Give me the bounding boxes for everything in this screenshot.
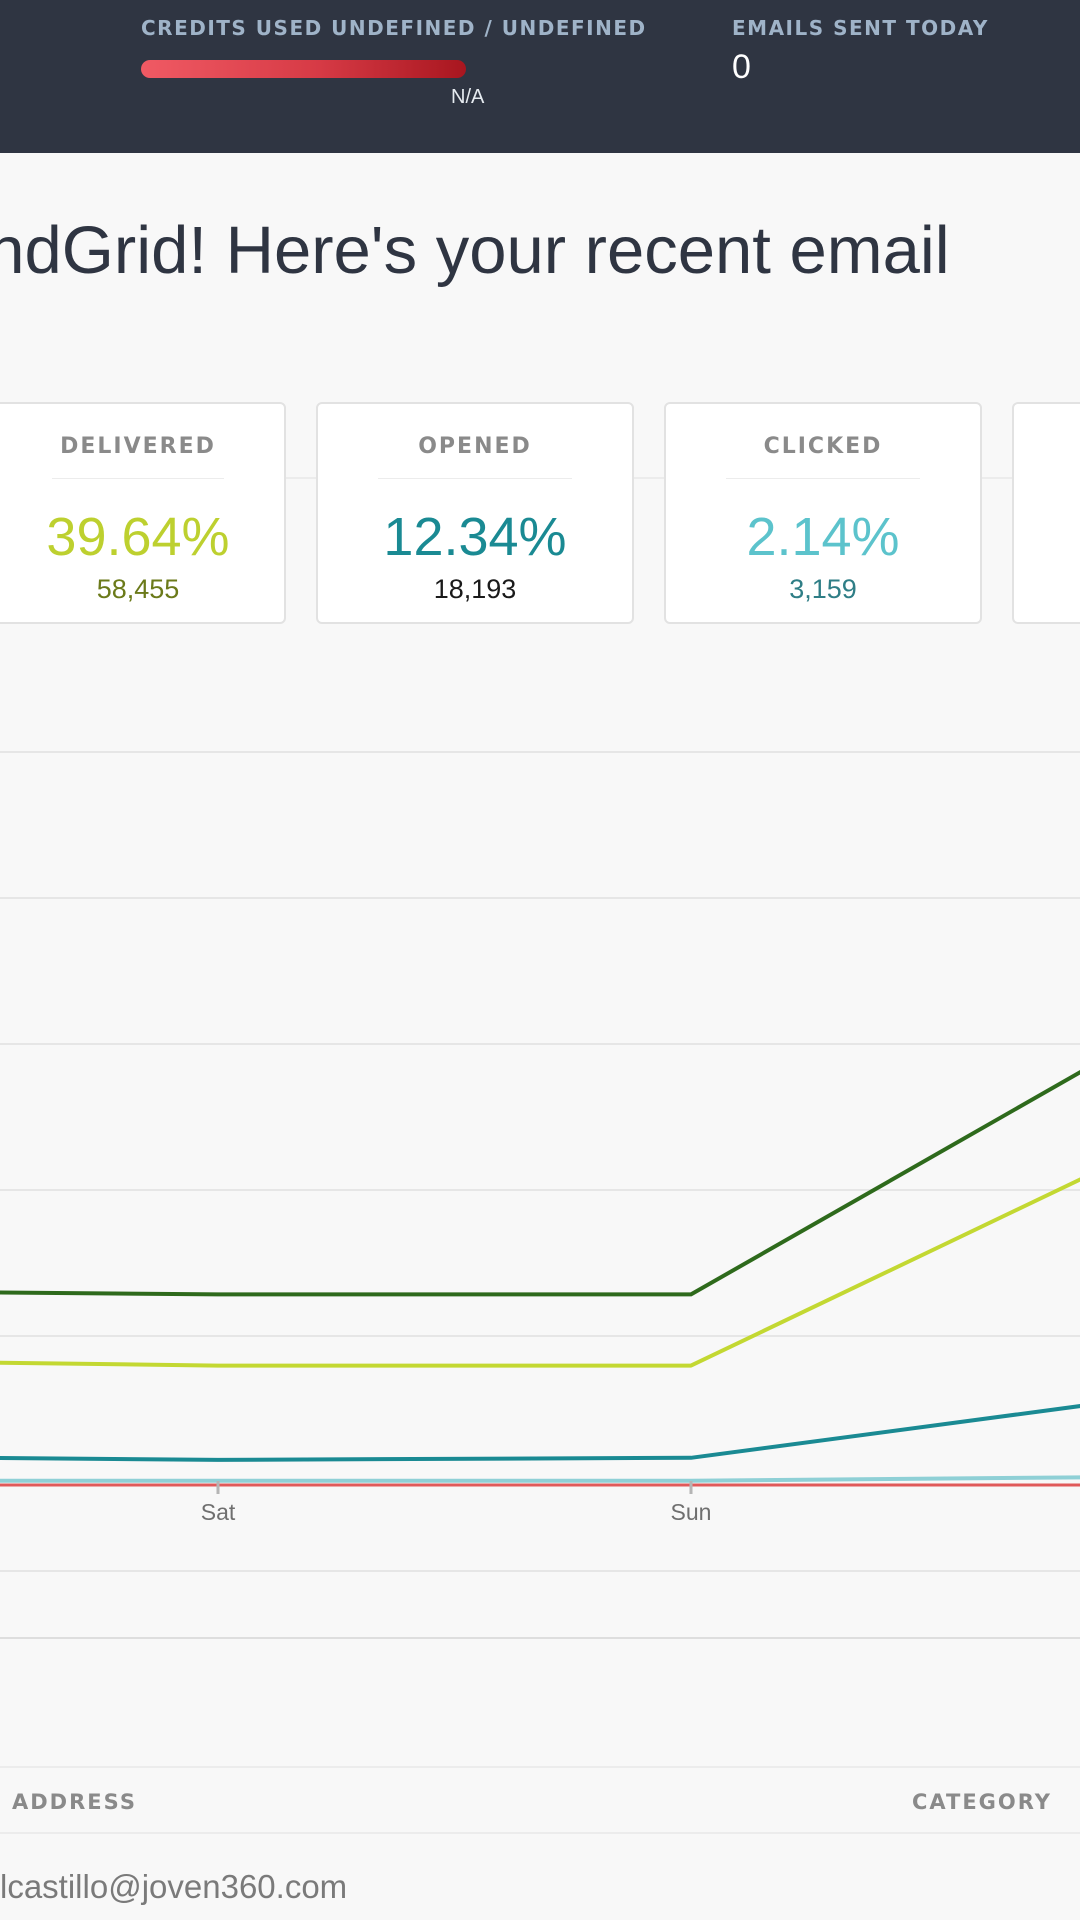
email-activity-line-chart: Sat Sun bbox=[0, 751, 1080, 1639]
credits-progress-bar bbox=[141, 60, 466, 78]
chart-series-line bbox=[0, 1475, 1080, 1483]
chart-grid bbox=[0, 751, 1080, 1639]
column-header-category[interactable]: CATEGORY bbox=[911, 1790, 1052, 1814]
stat-title: DELIVERED bbox=[60, 434, 216, 459]
emails-sent-today-value: 0 bbox=[732, 48, 751, 86]
stat-card-delivered[interactable]: DELIVERED 39.64% 58,455 bbox=[0, 402, 286, 624]
chart-x-tick-label: Sat bbox=[201, 1499, 236, 1525]
credits-status-text: N/A bbox=[451, 86, 485, 108]
stat-rule bbox=[726, 478, 920, 479]
stat-card-clicked[interactable]: CLICKED 2.14% 3,159 bbox=[664, 402, 982, 624]
stat-title: CLICKED bbox=[763, 434, 883, 459]
stat-card-opened[interactable]: OPENED 12.34% 18,193 bbox=[316, 402, 634, 624]
emails-sent-today-label: EMAILS SENT TODAY bbox=[732, 16, 989, 40]
table-row-email[interactable]: lcastillo@joven360.com bbox=[0, 1868, 348, 1905]
credits-used-label: CREDITS USED UNDEFINED / UNDEFINED bbox=[141, 16, 647, 40]
stat-rule bbox=[378, 478, 572, 479]
stat-count: 18,193 bbox=[433, 574, 517, 604]
stat-rule bbox=[52, 478, 224, 479]
stat-percent: 12.34% bbox=[383, 507, 567, 567]
stat-title: OPENED bbox=[418, 434, 532, 459]
stat-percent: 39.64% bbox=[46, 507, 230, 567]
top-status-bar: CREDITS USED UNDEFINED / UNDEFINED N/A E… bbox=[0, 0, 1080, 153]
stat-count: 58,455 bbox=[96, 574, 180, 604]
page-greeting: endGrid! Here's your recent email bbox=[0, 213, 950, 288]
column-header-address[interactable]: ADDRESS bbox=[12, 1790, 137, 1814]
chart-x-ticks: Sat Sun bbox=[201, 1481, 712, 1525]
chart-series-line bbox=[0, 1177, 1080, 1368]
stat-percent: 2.14% bbox=[746, 507, 900, 567]
chart-x-tick-label: Sun bbox=[671, 1499, 712, 1525]
chart-series bbox=[0, 1069, 1080, 1487]
table-header: ADDRESS CATEGORY bbox=[0, 1766, 1080, 1834]
chart-series-line bbox=[0, 1069, 1080, 1297]
chart-series-line bbox=[0, 1404, 1080, 1462]
stat-count: 3,159 bbox=[789, 574, 857, 604]
stat-card-partial[interactable] bbox=[1012, 402, 1080, 624]
